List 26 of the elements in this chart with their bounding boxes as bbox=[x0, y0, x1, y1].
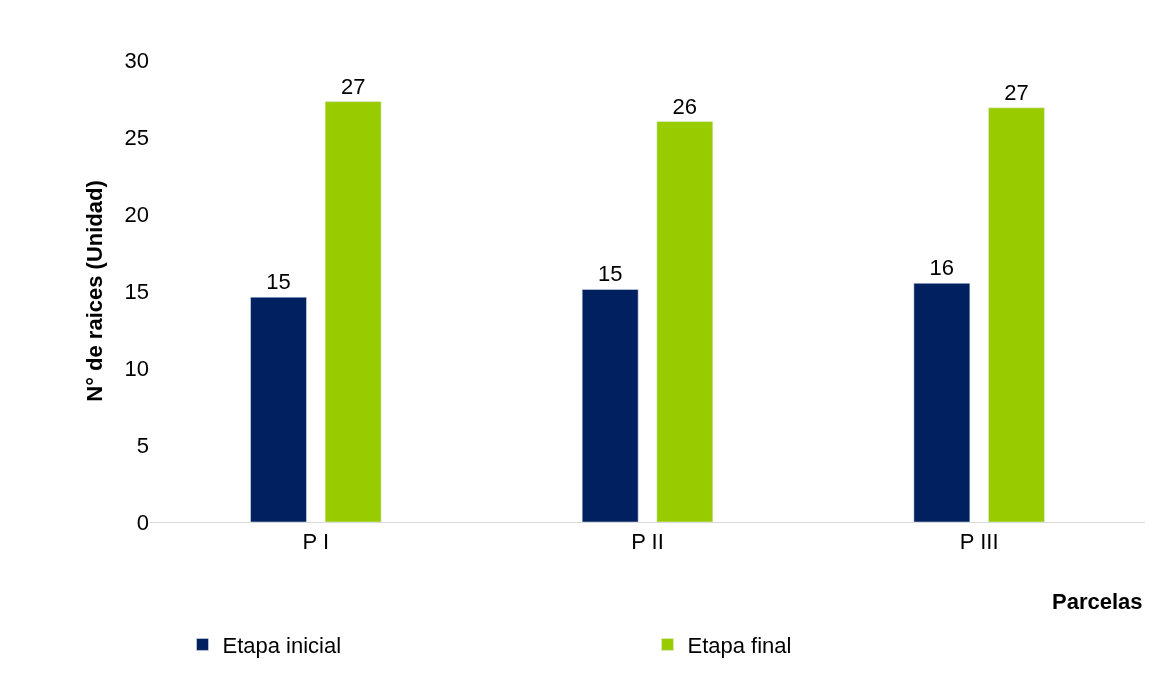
data-label: 26 bbox=[672, 93, 698, 119]
bar bbox=[250, 296, 307, 522]
data-label: 27 bbox=[1004, 79, 1029, 105]
data-label: 15 bbox=[266, 269, 291, 295]
data-label: 16 bbox=[929, 255, 955, 281]
bar bbox=[913, 283, 971, 522]
y-tick-label: 20 bbox=[124, 201, 149, 227]
legend-label: Etapa final bbox=[687, 633, 792, 659]
data-label: 27 bbox=[340, 73, 366, 99]
y-tick-label: 10 bbox=[124, 355, 149, 381]
x-tick-label: P III bbox=[959, 529, 999, 555]
bar bbox=[656, 121, 714, 522]
x-axis-title: Parcelas bbox=[1052, 589, 1143, 614]
x-tick-label: P I bbox=[302, 529, 330, 555]
y-tick-label: 30 bbox=[124, 47, 149, 73]
data-label: 15 bbox=[597, 261, 623, 287]
y-tick-label: 0 bbox=[136, 509, 149, 535]
legend-label: Etapa inicial bbox=[222, 633, 342, 659]
bar bbox=[581, 289, 639, 522]
y-tick-label: 5 bbox=[136, 432, 149, 458]
y-tick-label: 15 bbox=[124, 278, 149, 304]
bar bbox=[988, 107, 1045, 522]
x-tick-label: P II bbox=[631, 529, 664, 555]
y-tick-label: 25 bbox=[124, 124, 149, 150]
bar bbox=[324, 101, 382, 522]
y-axis-title: N° de raices (Unidad) bbox=[82, 180, 108, 402]
